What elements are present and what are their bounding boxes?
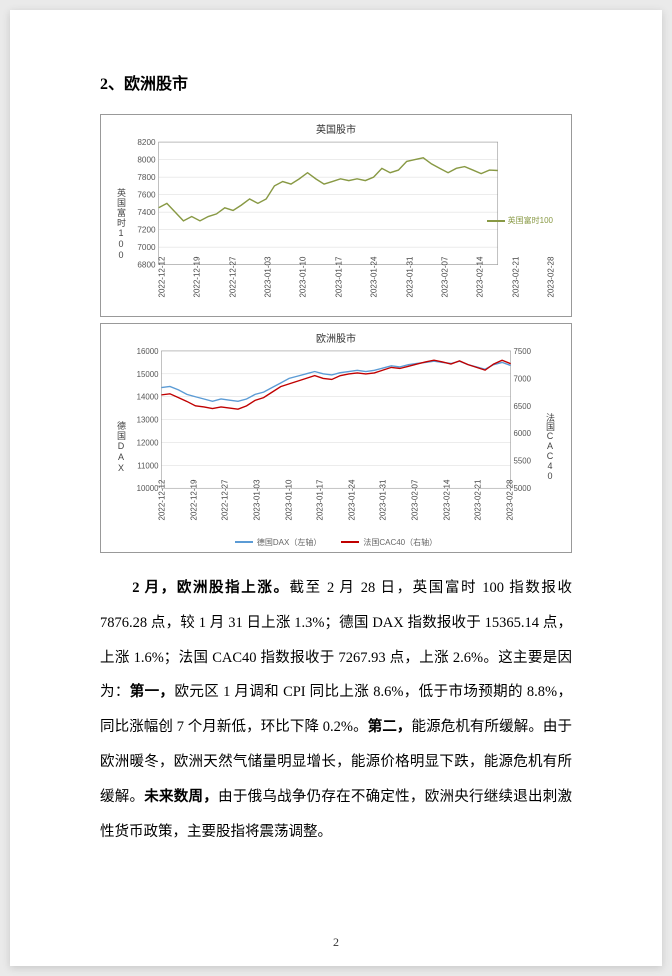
svg-text:14000: 14000 bbox=[137, 392, 159, 401]
chart1-legend-label: 英国富时100 bbox=[508, 215, 553, 226]
svg-text:7000: 7000 bbox=[514, 374, 532, 383]
chart-ftse100: 英国股市 英国富时100 6800 7000 7200 7400 7600 7800 800… bbox=[100, 114, 572, 317]
page-number: 2 bbox=[10, 935, 662, 950]
svg-text:7800: 7800 bbox=[137, 173, 156, 182]
svg-text:16000: 16000 bbox=[137, 347, 159, 356]
legend-red-icon bbox=[341, 541, 359, 543]
p1a: 2 月，欧洲股指上涨。 bbox=[132, 580, 289, 596]
chart2-plot: 10000 11000 12000 13000 14000 15000 16000 5000 5… bbox=[130, 347, 542, 494]
chart1-plot: 6800 7000 7200 7400 7600 7800 8000 8200 bbox=[130, 138, 559, 271]
svg-text:7000: 7000 bbox=[137, 243, 156, 252]
chart1-ylabel: 英国富时100 bbox=[113, 138, 130, 312]
svg-text:6800: 6800 bbox=[137, 261, 156, 270]
page: 2、欧洲股市 英国股市 英国富时100 6800 7000 7200 7400 7600… bbox=[10, 10, 662, 966]
svg-text:7400: 7400 bbox=[137, 208, 156, 217]
chart2-legend-left: 德国DAX（左轴） bbox=[235, 537, 321, 548]
chart1-xticks: 2022-12-122022-12-192022-12-272023-01-03… bbox=[130, 271, 559, 312]
section-title: 2、欧洲股市 bbox=[100, 70, 572, 94]
p1e: 第二， bbox=[368, 719, 412, 735]
legend-blue-icon bbox=[235, 541, 253, 543]
svg-text:6000: 6000 bbox=[514, 429, 532, 438]
svg-text:8000: 8000 bbox=[137, 156, 156, 165]
p1c: 第一， bbox=[130, 684, 175, 700]
svg-text:13000: 13000 bbox=[137, 415, 159, 424]
svg-text:12000: 12000 bbox=[137, 438, 159, 447]
chart2-legend-right-label: 法国CAC40（右轴） bbox=[363, 537, 437, 548]
chart2-title: 欧洲股市 bbox=[113, 330, 559, 345]
svg-text:5500: 5500 bbox=[514, 457, 532, 466]
svg-text:8200: 8200 bbox=[137, 138, 156, 147]
chart2-xticks: 2022-12-122022-12-192022-12-272023-01-03… bbox=[130, 494, 542, 535]
p1b: 截至 2 月 28 日，英国富时 100 指数报收 7876.28 点，较 1 … bbox=[100, 580, 572, 700]
chart2-legend-right: 法国CAC40（右轴） bbox=[341, 537, 437, 548]
chart1-legend: 英国富时100 bbox=[487, 215, 553, 226]
chart-europe: 欧洲股市 德国DAX 10000 11000 12000 13000 14000 1500… bbox=[100, 323, 572, 553]
p1g: 未来数周， bbox=[144, 789, 218, 805]
svg-text:11000: 11000 bbox=[137, 461, 159, 470]
svg-text:10000: 10000 bbox=[137, 484, 159, 493]
svg-text:5000: 5000 bbox=[514, 484, 532, 493]
body-paragraph: 2 月，欧洲股指上涨。截至 2 月 28 日，英国富时 100 指数报收 787… bbox=[100, 571, 572, 849]
svg-text:15000: 15000 bbox=[137, 370, 159, 379]
svg-text:7600: 7600 bbox=[137, 191, 156, 200]
chart2-legend: 德国DAX（左轴） 法国CAC40（右轴） bbox=[130, 537, 542, 548]
legend-line-icon bbox=[487, 220, 505, 222]
svg-text:6500: 6500 bbox=[514, 402, 532, 411]
chart1-title: 英国股市 bbox=[113, 121, 559, 136]
chart2-ylabel-left: 德国DAX bbox=[113, 347, 130, 548]
svg-text:7200: 7200 bbox=[137, 226, 156, 235]
svg-text:7500: 7500 bbox=[514, 347, 532, 356]
chart2-ylabel-right: 法国CAC40 bbox=[542, 347, 559, 548]
chart2-legend-left-label: 德国DAX（左轴） bbox=[257, 537, 321, 548]
